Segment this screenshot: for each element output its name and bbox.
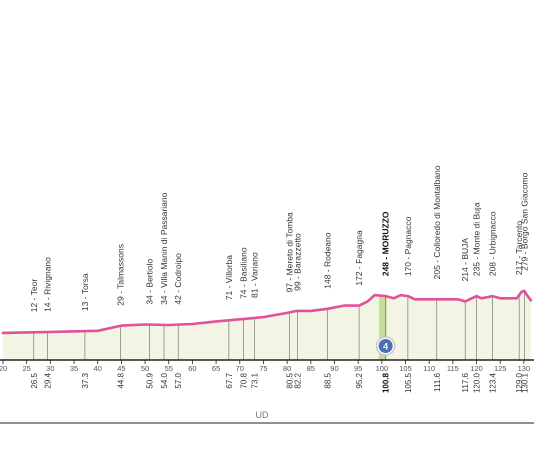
place-label: 214 - BUJA bbox=[460, 238, 470, 282]
leader-lines-layer bbox=[33, 290, 525, 360]
distance-label: 26.5 bbox=[30, 372, 39, 388]
distance-label: 105.5 bbox=[404, 372, 413, 393]
x-tick-label: 70 bbox=[236, 364, 244, 373]
x-tick-label: 125 bbox=[494, 364, 507, 373]
place-label: 13 - Torsa bbox=[80, 273, 90, 311]
distance-label: 54.0 bbox=[160, 372, 169, 388]
x-tick-label: 65 bbox=[212, 364, 220, 373]
place-label: 12 - Teor bbox=[29, 279, 39, 313]
place-label: 74 - Basiliano bbox=[239, 247, 249, 299]
x-tick-label: 30 bbox=[46, 364, 54, 373]
bottom-axis-layer: UD bbox=[0, 410, 534, 424]
place-label: 14 - Rivignano bbox=[43, 257, 53, 312]
x-tick-label: 85 bbox=[307, 364, 315, 373]
distance-label: 111.6 bbox=[433, 372, 442, 391]
x-tick-label: 95 bbox=[354, 364, 362, 373]
x-tick-label: 50 bbox=[141, 364, 149, 373]
x-tick-label: 55 bbox=[165, 364, 173, 373]
x-tick-label: 75 bbox=[259, 364, 267, 373]
place-label: 205 - Colloredo di Montalbano bbox=[432, 165, 442, 279]
distance-label: 44.8 bbox=[116, 372, 125, 388]
x-tick-label: 20 bbox=[0, 364, 7, 373]
profile-area bbox=[3, 290, 531, 360]
distance-label: 67.7 bbox=[225, 372, 234, 388]
x-tick-label: 90 bbox=[330, 364, 338, 373]
place-label: 217 - Tarcento bbox=[514, 221, 524, 275]
place-label: 248 - MORUZZO bbox=[381, 211, 391, 276]
place-label: 97 - Mereto di Tomba bbox=[284, 212, 294, 292]
distance-label: 129.0 bbox=[515, 372, 524, 393]
climb-marker-disc bbox=[378, 339, 393, 353]
distance-label: 130.1 bbox=[520, 372, 529, 393]
distance-label: 95.2 bbox=[355, 372, 364, 388]
place-labels-layer: 12 - Teor 14 - Rivignano 13 - Torsa 29 - Ta… bbox=[29, 165, 530, 312]
x-tick-label: 120 bbox=[470, 364, 483, 373]
distance-labels-layer: 26.5 29.4 37.3 44.8 50.9 54.0 57.0 67.7 70.8 73.1… bbox=[30, 372, 530, 393]
x-tick-label: 60 bbox=[188, 364, 196, 373]
distance-label: 82.2 bbox=[294, 372, 303, 388]
place-label: 99 - Barazzetto bbox=[293, 233, 303, 291]
distance-label: 120.0 bbox=[473, 372, 482, 393]
distance-label: 70.8 bbox=[240, 372, 249, 388]
distance-label: 117.6 bbox=[461, 372, 470, 392]
place-label: 170 - Pagnacco bbox=[403, 216, 413, 276]
x-axis-layer bbox=[0, 359, 534, 364]
place-label: 34 - Bertiolo bbox=[144, 258, 154, 304]
place-label: 71 - Villorba bbox=[224, 255, 234, 300]
distance-label: 37.3 bbox=[81, 372, 90, 388]
x-tick-label: 80 bbox=[283, 364, 291, 373]
place-label: 208 - Urbignacco bbox=[488, 211, 498, 276]
x-tick-label: 115 bbox=[447, 364, 459, 373]
distance-label: 73.1 bbox=[250, 372, 259, 388]
x-tick-label: 40 bbox=[94, 364, 102, 373]
x-tick-label: 25 bbox=[23, 364, 31, 373]
x-tick-label: 45 bbox=[117, 364, 125, 373]
distance-label: 50.9 bbox=[145, 372, 154, 388]
place-label: 172 - Fagagna bbox=[354, 230, 364, 286]
distance-label: 29.4 bbox=[44, 372, 53, 388]
province-label: UD bbox=[256, 410, 269, 420]
distance-label: 88.5 bbox=[323, 372, 332, 388]
place-label: 29 - Talmassons bbox=[115, 244, 125, 306]
x-tick-label: 110 bbox=[423, 364, 435, 373]
x-tick-labels-layer: 20 25 30 35 40 45 50 55 60 65 70 75 80 85 90 95 100 105 11… bbox=[0, 364, 530, 373]
distance-label: 80.5 bbox=[285, 372, 294, 388]
distance-label: 100.8 bbox=[382, 372, 391, 393]
distance-label: 57.0 bbox=[174, 372, 183, 388]
profile-fill-layer bbox=[3, 290, 531, 360]
x-tick-label: 105 bbox=[399, 364, 412, 373]
x-tick-label: 130 bbox=[518, 364, 531, 373]
place-label: 279 - Borgo San Giacomo bbox=[519, 172, 529, 271]
climb-marker-layer: 4 bbox=[375, 336, 396, 356]
place-label: 235 - Monte di Buja bbox=[472, 202, 482, 276]
x-tick-label: 35 bbox=[70, 364, 78, 373]
distance-label: 123.4 bbox=[489, 372, 498, 393]
climb-marker-label: 4 bbox=[383, 342, 388, 352]
x-tick-label: 100 bbox=[376, 364, 389, 373]
place-label: 34 - Villa Manin di Passariano bbox=[159, 192, 169, 305]
profile-line-layer bbox=[1, 289, 533, 335]
profile-line bbox=[1, 289, 533, 335]
place-label: 148 - Rodeano bbox=[322, 232, 332, 289]
place-label: 81 - Variano bbox=[249, 252, 259, 298]
place-label: 42 - Codroipo bbox=[173, 253, 183, 305]
